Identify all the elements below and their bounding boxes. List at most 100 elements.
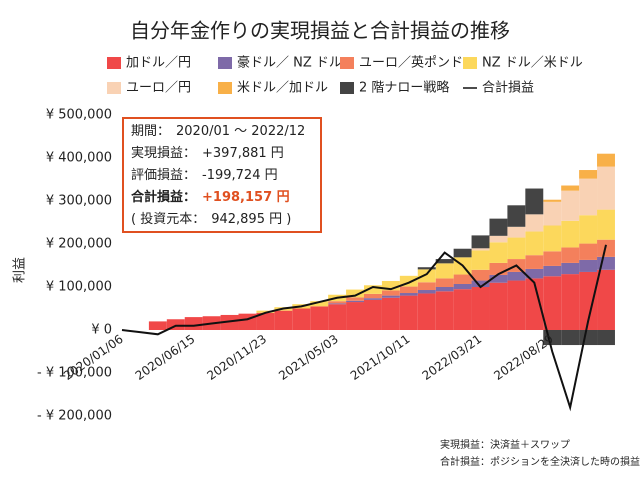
bar-segment xyxy=(435,278,454,287)
info-value: 942,895 円 ) xyxy=(211,212,291,227)
bar-segment xyxy=(453,248,472,258)
info-label: 期間： xyxy=(131,124,170,139)
bar-segment xyxy=(417,282,436,291)
legend-label: 米ドル／加ドル xyxy=(237,81,328,96)
x-tick-label: 2020/06/15 xyxy=(133,332,198,383)
bar-segment xyxy=(507,280,526,330)
legend-swatch xyxy=(218,82,232,94)
x-tick-label: 2021/10/11 xyxy=(348,332,413,383)
info-value: +397,881 円 xyxy=(202,146,284,161)
bar-segment xyxy=(256,310,275,313)
y-tick-label: ¥ 200,000 xyxy=(46,237,112,252)
bar-segment xyxy=(471,287,490,330)
x-tick-label: 2020/11/23 xyxy=(204,332,269,383)
y-tick-label: ¥ 0 xyxy=(91,323,112,338)
x-tick-label: 2022/08/29 xyxy=(491,332,556,383)
bar-segment xyxy=(525,231,544,256)
bar-segment xyxy=(346,302,364,330)
y-tick-label: ¥ 400,000 xyxy=(46,151,112,166)
chart-title: 自分年金作りの実現損益と合計損益の推移 xyxy=(130,19,510,43)
total-line xyxy=(121,244,607,412)
bar-segment xyxy=(399,293,418,296)
legend-label: 2 階ナロー戦略 xyxy=(359,80,449,96)
legend-swatch xyxy=(107,82,121,94)
y-tick-label: - ¥ 200,000 xyxy=(37,409,112,424)
bar-segment xyxy=(435,287,454,292)
bar-segment xyxy=(453,274,472,284)
bar-segment xyxy=(579,170,598,179)
bar-segment xyxy=(489,218,508,236)
bar-segment xyxy=(561,274,580,330)
y-tick-label: ¥ 500,000 xyxy=(46,108,112,123)
legend-swatch xyxy=(463,57,477,69)
bar-segment xyxy=(435,291,454,330)
bar-segment xyxy=(525,278,544,330)
legend-label: ユーロ／英ポンド xyxy=(359,56,463,71)
bar-segment xyxy=(543,251,562,266)
bar-segment xyxy=(525,268,544,279)
bar-segment xyxy=(579,330,598,346)
bar-segment xyxy=(579,271,598,330)
bar-segment xyxy=(399,295,418,330)
bar-segment xyxy=(381,290,400,296)
info-row: 評価損益： -199,724 円 xyxy=(131,168,278,183)
bar-segment xyxy=(489,282,508,330)
bar-segment xyxy=(579,215,598,244)
info-row: ( 投資元本： 942,895 円 ) xyxy=(131,211,291,227)
bar-segment xyxy=(561,330,580,346)
legend-label: 加ドル／円 xyxy=(126,56,191,71)
bar-segment xyxy=(381,280,400,291)
info-label: ( 投資元本： xyxy=(131,211,205,227)
bar-segment xyxy=(399,275,418,287)
info-value: +198,157 円 xyxy=(202,190,290,205)
bar-segment xyxy=(597,166,615,210)
bar-segment xyxy=(543,201,562,226)
bar-segment xyxy=(417,293,436,330)
info-label: 実現損益： xyxy=(131,145,196,161)
bar-segment xyxy=(184,317,203,330)
bar-segment xyxy=(364,285,382,294)
bar-segment xyxy=(543,199,562,202)
bar-segment xyxy=(561,220,580,248)
bar-segment xyxy=(507,226,526,238)
bar-segment xyxy=(561,247,580,263)
x-tick-label: 2021/05/03 xyxy=(276,332,341,383)
bar-segment xyxy=(507,271,526,281)
bar-segment xyxy=(489,242,508,263)
bar-segment xyxy=(310,301,329,307)
bar-segment xyxy=(561,190,580,221)
bar-segment xyxy=(274,310,293,330)
legend-swatch xyxy=(340,57,354,69)
bar-segment xyxy=(148,321,167,330)
x-tick-label: 2022/03/21 xyxy=(420,332,485,383)
info-row: 期間： 2020/01 ～ 2022/12 xyxy=(131,124,305,139)
bar-segment xyxy=(364,298,382,300)
bar-segment xyxy=(364,299,382,330)
bar-segment xyxy=(507,205,526,227)
legend-swatch xyxy=(107,57,121,69)
bar-segment xyxy=(381,297,400,330)
bar-segment xyxy=(525,214,544,232)
bar-segment xyxy=(328,303,347,305)
bar-segment xyxy=(543,276,562,330)
legend-label: ユーロ／円 xyxy=(126,81,191,96)
info-box xyxy=(122,117,322,233)
bar-segment xyxy=(525,255,544,269)
bar-segment xyxy=(346,297,364,301)
bar-segment xyxy=(417,267,436,270)
bar-segment xyxy=(489,274,508,283)
bar-segment xyxy=(579,178,598,216)
bar-segment xyxy=(597,269,615,330)
bar-segment xyxy=(292,308,311,330)
bar-segment xyxy=(597,153,615,167)
bar-segment xyxy=(220,314,239,330)
bar-segment xyxy=(471,280,490,287)
legend-swatch xyxy=(218,57,232,69)
bar-segment xyxy=(417,269,436,283)
bar-segment xyxy=(597,209,615,240)
bar-segment xyxy=(561,185,580,191)
bar-segment xyxy=(543,265,562,277)
legend-label: 合計損益 xyxy=(482,80,534,96)
bar-segment xyxy=(417,290,436,294)
